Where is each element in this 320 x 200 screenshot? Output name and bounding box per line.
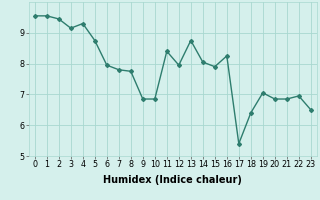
X-axis label: Humidex (Indice chaleur): Humidex (Indice chaleur) [103, 175, 242, 185]
